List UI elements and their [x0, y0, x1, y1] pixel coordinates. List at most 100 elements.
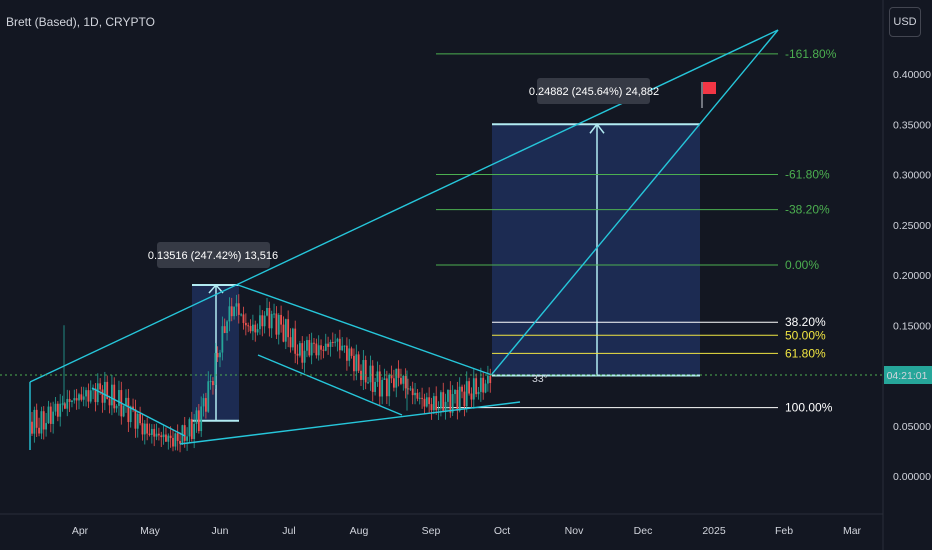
candle-body [284, 319, 287, 342]
time-tick-label: Dec [634, 525, 653, 537]
candle-body [49, 406, 52, 424]
candle-body [353, 355, 355, 372]
price-tick-label: 0.15000 [893, 320, 931, 332]
candle-body [92, 388, 94, 391]
candle-body [418, 397, 421, 399]
price-tick-label: 0.40000 [893, 69, 931, 81]
time-axis[interactable]: Apr May Jun Jul Aug Sep Oct Nov Dec 2025 Feb Mar [72, 525, 862, 537]
symbol-title: Brett (Based), 1D, CRYPTO [6, 15, 155, 29]
measure-callout-1-text: 0.13516 (247.42%) 13,516 [148, 250, 278, 262]
candle-body [226, 321, 228, 333]
candle-body [301, 343, 304, 363]
measure-arrow-1-head [208, 283, 224, 294]
candle-body [96, 383, 99, 403]
candle-body [148, 433, 151, 435]
candle-body [228, 306, 231, 322]
candle-body [219, 352, 221, 358]
candle-body [289, 337, 292, 348]
fib-label: -161.80% [785, 47, 837, 61]
candle-body [261, 315, 264, 327]
candle-body [482, 377, 485, 393]
candle-body [78, 394, 80, 401]
candle-body [346, 345, 348, 361]
candle-body [254, 324, 257, 333]
candle-body [249, 325, 252, 332]
candle-body [244, 322, 247, 326]
candle-body [52, 411, 55, 424]
candle-body [437, 408, 440, 411]
candle-body [42, 411, 45, 430]
candle-body [327, 343, 329, 347]
candle-body [465, 381, 468, 407]
candle-body [287, 319, 290, 338]
candle-body [449, 389, 452, 413]
candle-body [263, 315, 266, 327]
candle-body [139, 413, 141, 424]
price-axis[interactable]: 0.40000 0.35000 0.30000 0.25000 0.20000 0.150… [893, 69, 931, 483]
candle-body [294, 328, 297, 354]
candle-body [179, 440, 181, 444]
candle-body [111, 384, 113, 406]
candle-body [364, 360, 367, 383]
candle-body [367, 382, 369, 384]
candle-body [461, 386, 463, 392]
candle-body [397, 368, 400, 378]
candle-body [383, 378, 386, 380]
measurement-boxes [192, 123, 700, 422]
candle-body [54, 403, 57, 412]
candle-body [165, 434, 167, 442]
candle-body [233, 306, 235, 317]
candle-body [390, 374, 393, 379]
candle-body [240, 314, 243, 316]
flag-icon[interactable] [701, 82, 716, 108]
candle-body [463, 391, 466, 407]
fib-label: 100.00% [785, 401, 833, 415]
candle-body [357, 354, 360, 371]
candle-body [313, 342, 315, 344]
candle-body [341, 345, 344, 351]
candle-body [85, 390, 87, 397]
candle-body [411, 388, 414, 396]
candle-body [291, 328, 294, 348]
candle-body [205, 398, 207, 412]
fib-label: 50.00% [785, 328, 826, 342]
measure-arrow-2-head [589, 123, 605, 134]
candle-body [270, 313, 273, 329]
candle-body [320, 345, 322, 350]
candle-body [125, 397, 127, 406]
candle-body [186, 436, 188, 441]
projection-line [491, 29, 779, 375]
candle-body [143, 423, 146, 435]
candle-body [456, 389, 459, 411]
candle-body [280, 314, 282, 325]
candle-body [277, 314, 280, 335]
candle-body [108, 398, 111, 406]
candle-body [35, 409, 38, 428]
candle-body [425, 397, 428, 407]
time-tick-label: Jun [212, 525, 229, 537]
candle-body [202, 398, 205, 407]
candle-body [89, 390, 92, 402]
candle-body [268, 307, 271, 329]
candle-body [259, 315, 261, 330]
candle-body [33, 409, 36, 434]
candle-body [388, 374, 391, 397]
price-tick-label: 0.30000 [893, 170, 931, 182]
fib-label: 61.80% [785, 346, 826, 360]
trendlines [29, 29, 779, 450]
candle-body [479, 377, 482, 392]
candle-body [209, 381, 212, 383]
fib-label: -61.80% [785, 168, 830, 182]
time-tick-label: Feb [775, 525, 793, 537]
candle-body [442, 392, 445, 413]
candle-body [458, 386, 461, 411]
candle-body [176, 433, 179, 441]
candle-body [136, 413, 139, 429]
currency-button[interactable]: USD [889, 7, 921, 37]
candle-body [421, 397, 423, 399]
time-tick-label: Sep [422, 525, 441, 537]
candle-body [82, 396, 85, 400]
fib-label: 0.00% [785, 258, 819, 272]
candle-body [134, 409, 137, 429]
